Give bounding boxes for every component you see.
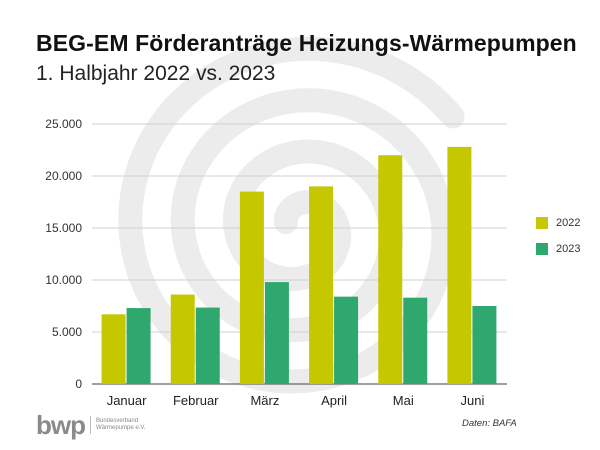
bar-2023-Februar: [195, 307, 220, 384]
x-tick-label: Januar: [107, 393, 147, 408]
x-tick-label: Juni: [460, 393, 484, 408]
legend-item-2023: 2023: [536, 242, 580, 256]
y-tick-label: 10.000: [45, 273, 82, 287]
bar-2023-Januar: [126, 308, 151, 384]
bar-2022-Februar: [170, 294, 195, 384]
bar-2022-Mai: [378, 155, 403, 384]
logo-line2: Wärmepumpe e.V.: [96, 425, 146, 431]
legend-label-2022: 2022: [556, 217, 581, 229]
logo-line1: Bundesverband: [96, 418, 139, 424]
x-tick-label: April: [321, 393, 347, 408]
legend-item-2022: 2022: [536, 216, 580, 230]
legend-swatch-2023: [536, 243, 548, 255]
y-tick-label: 25.000: [45, 117, 82, 131]
legend-label-2023: 2023: [556, 243, 581, 255]
legend: 2022 2023: [536, 216, 580, 268]
legend-swatch-2022: [536, 217, 548, 229]
bar-2023-Juni: [472, 306, 497, 384]
x-tick-label: März: [250, 393, 279, 408]
bar-2023-Mai: [403, 297, 428, 384]
bar-2023-März: [264, 282, 289, 384]
bar-2022-April: [309, 186, 334, 384]
y-tick-label: 5.000: [52, 325, 82, 339]
data-source: Daten: BAFA: [462, 418, 517, 429]
logo-text: Bundesverband Wärmepumpe e.V.: [96, 418, 145, 432]
bwp-logo: bwp Bundesverband Wärmepumpe e.V.: [36, 412, 145, 438]
x-tick-label: Mai: [393, 393, 414, 408]
bar-2022-Juni: [447, 146, 472, 384]
x-tick-label: Februar: [173, 393, 219, 408]
y-tick-label: 0: [75, 377, 82, 391]
logo-mark: bwp: [36, 410, 86, 440]
bar-2022-März: [239, 191, 264, 384]
bar-2022-Januar: [101, 314, 126, 384]
y-tick-label: 15.000: [45, 221, 82, 235]
chart-subtitle: 1. Halbjahr 2022 vs. 2023: [36, 62, 276, 85]
logo-divider: [90, 416, 91, 434]
bar-2023-April: [334, 296, 359, 384]
y-tick-label: 20.000: [45, 169, 82, 183]
chart-title: BEG-EM Förderanträge Heizungs-Wärmepumpe…: [36, 30, 577, 56]
